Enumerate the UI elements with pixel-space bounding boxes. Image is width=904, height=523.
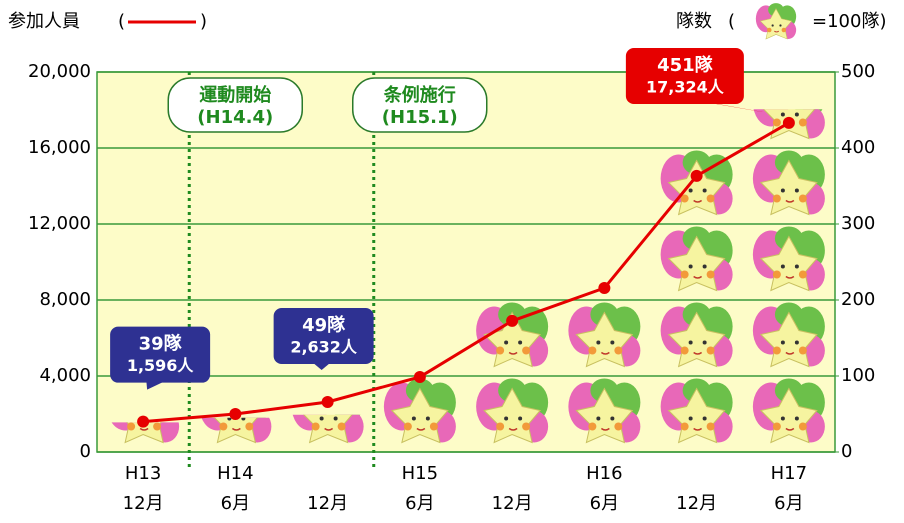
y-tick-label: 20,000 (28, 61, 91, 82)
plot: 0 4,000 8,000 12,000 16,000 20,000 0 100 200 300 4… (8, 3, 886, 514)
x-tick-label: 12月 (676, 493, 717, 514)
x-year-label: H17 (771, 463, 807, 484)
line-point (598, 282, 610, 294)
legend-left-close: ) (200, 11, 207, 32)
callout-persons: 17,324人 (646, 78, 725, 97)
event-date: (H14.4) (197, 107, 273, 128)
y2-tick-label: 0 (841, 441, 852, 462)
line-point (322, 396, 334, 408)
callout-teams: 49隊 (302, 314, 346, 336)
line-point (414, 371, 426, 383)
callout-teams: 39隊 (139, 333, 183, 355)
line-point (691, 170, 703, 182)
y2-tick-label: 300 (841, 213, 875, 234)
y-tick-label: 12,000 (28, 213, 91, 234)
legend-right-name: 隊数 (676, 11, 712, 32)
x-year-label: H13 (125, 463, 161, 484)
legend-right-open: ( (728, 11, 735, 32)
x-year-label: H16 (586, 463, 622, 484)
y2-tick-label: 400 (841, 137, 875, 158)
legend-right-close: =100隊) (812, 11, 886, 32)
x-tick-label: 12月 (492, 493, 533, 514)
y-tick-label: 16,000 (28, 137, 91, 158)
y-tick-label: 8,000 (39, 289, 91, 310)
x-year-label: H15 (402, 463, 438, 484)
x-tick-label: 6月 (405, 493, 434, 514)
y2-tick-label: 100 (841, 365, 875, 386)
legend-icon (756, 3, 796, 39)
legend-left-open: ( (118, 11, 125, 32)
chart: 0 4,000 8,000 12,000 16,000 20,000 0 100 200 300 4… (0, 0, 904, 523)
line-point (783, 117, 795, 129)
legend-left-name: 参加人員 (8, 11, 80, 32)
line-point (506, 315, 518, 327)
x-tick-label: 12月 (123, 493, 164, 514)
x-tick-label: 6月 (774, 493, 803, 514)
line-point (229, 408, 241, 420)
y2-tick-label: 500 (841, 61, 875, 82)
y-tick-label: 4,000 (39, 365, 91, 386)
y2-tick-label: 200 (841, 289, 875, 310)
x-tick-label: 6月 (221, 493, 250, 514)
event-date: (H15.1) (382, 107, 458, 128)
line-point (137, 416, 149, 428)
y-tick-label: 0 (80, 441, 91, 462)
x-tick-label: 12月 (307, 493, 348, 514)
event-title: 条例施行 (383, 84, 456, 106)
callout-teams: 451隊 (657, 54, 714, 76)
callout-persons: 2,632人 (290, 337, 358, 356)
callout-persons: 1,596人 (127, 356, 195, 375)
x-tick-label: 6月 (590, 493, 619, 514)
event-title: 運動開始 (199, 84, 271, 106)
x-year-label: H14 (217, 463, 253, 484)
